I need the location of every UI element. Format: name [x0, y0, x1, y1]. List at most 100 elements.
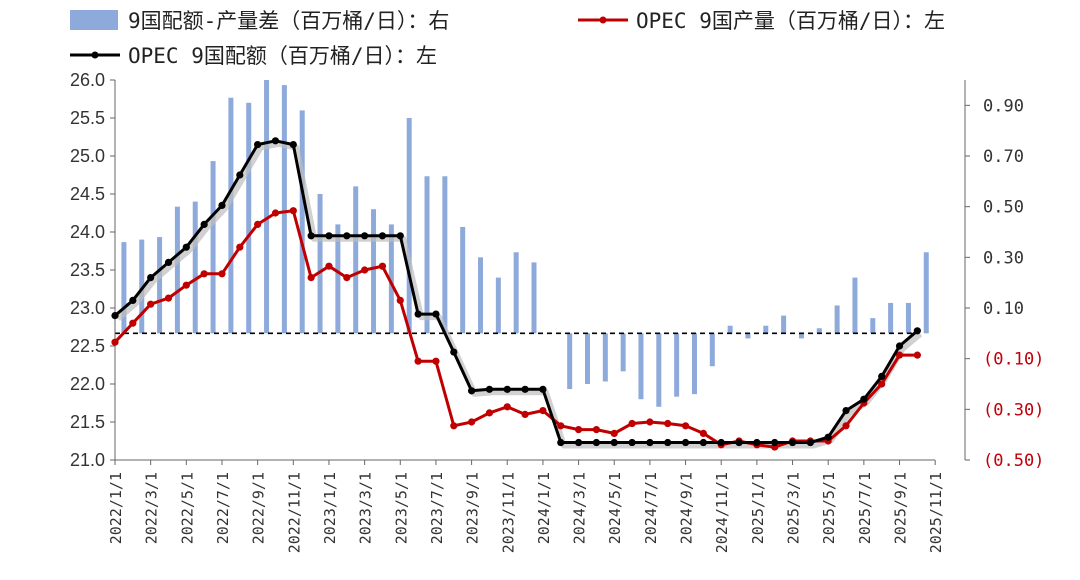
production-point-2022/2: [129, 319, 137, 327]
x-tick-label: 2025/3/1: [785, 472, 803, 544]
bar-gap-2025/10: [923, 252, 929, 334]
production-point-2022/6: [200, 270, 208, 278]
bar-gap-2025/6: [852, 277, 858, 334]
production-point-2023/10: [485, 409, 494, 417]
production-point-2022/10: [271, 209, 280, 217]
x-tick-label: 2025/11/1: [927, 472, 945, 553]
quota-point-2022/8: [236, 171, 244, 179]
x-tick-label: 2025/7/1: [856, 472, 874, 544]
quota-point-2023/12: [521, 385, 529, 393]
right-tick-label: (0.50): [983, 451, 1044, 471]
quota-point-2025/6: [842, 407, 850, 415]
production-point-2022/7: [218, 270, 226, 278]
right-tick-label: 0.30: [983, 248, 1024, 268]
bar-gap-2024/10: [709, 333, 715, 367]
production-point-2022/4: [164, 294, 173, 302]
quota-point-2025/7: [860, 395, 868, 403]
right-tick-label: 0.10: [983, 299, 1024, 319]
quota-point-2023/4: [378, 232, 387, 240]
bar-gap-2024/9: [691, 333, 697, 395]
quota-point-2024/11: [717, 438, 725, 447]
quota-point-2022/3: [147, 274, 155, 282]
bar-gap-2022/10: [281, 85, 287, 334]
production-point-2023/5: [396, 296, 404, 304]
quota-point-2022/10: [271, 137, 280, 145]
quota-point-2023/7: [432, 310, 440, 318]
bar-gap-2022/4: [174, 206, 180, 334]
production-point-2024/6: [628, 419, 636, 428]
production-point-2023/12: [521, 410, 529, 418]
right-tick-label: (0.30): [983, 400, 1044, 420]
quota-point-2023/9: [468, 387, 476, 395]
production-point-2022/5: [182, 281, 190, 289]
left-axis-ticks: 21.0 21.5 22.0 22.5 23.0 23.5 24.0 24.5 25.0 25.5…: [70, 70, 115, 470]
production-point-2024/10: [699, 429, 707, 437]
quota-point-2025/5: [824, 433, 832, 441]
left-tick-label: 25.0: [70, 146, 105, 166]
left-tick-label: 24.0: [70, 222, 105, 242]
bar-gap-2024/5: [620, 333, 626, 372]
bar-gap-2025/5: [834, 305, 840, 334]
quota-point-2024/9: [681, 438, 690, 447]
x-tick-label: 2025/1/1: [749, 472, 767, 544]
quota-point-2023/5: [396, 232, 404, 240]
quota-point-2025/3: [788, 438, 797, 447]
quota-line-shadow: [116, 140, 923, 449]
production-point-2024/2: [557, 422, 565, 430]
bar-gap-2025/3: [798, 333, 804, 339]
bar-gap-2022/9: [264, 80, 270, 334]
production-point-2024/7: [646, 418, 654, 426]
x-tick-label: 2023/5/1: [392, 472, 410, 544]
production-point-2023/1: [325, 262, 333, 270]
bar-gap-2024/6: [638, 333, 644, 400]
bar-gap-2024/3: [584, 333, 590, 384]
production-point-2022/9: [254, 220, 262, 228]
production-point-2022/11: [289, 207, 297, 215]
bar-gap-2022/2: [139, 239, 145, 334]
production-point-2025/9: [895, 351, 904, 359]
bar-gap-2023/10: [495, 277, 501, 334]
bar-series: [121, 80, 929, 407]
x-tick-label: 2022/1/1: [107, 472, 125, 544]
quota-point-2024/8: [664, 438, 672, 447]
x-tick-label: 2022/3/1: [143, 472, 161, 544]
bar-gap-2025/8: [888, 302, 894, 334]
production-point-2025/6: [842, 422, 850, 430]
quota-point-2022/12: [307, 232, 315, 240]
bar-gap-2022/6: [210, 161, 216, 334]
bar-gap-2024/11: [727, 325, 733, 334]
left-tick-label: 21.5: [70, 412, 105, 432]
bar-gap-2022/8: [246, 102, 252, 334]
x-tick-label: 2024/7/1: [642, 472, 660, 544]
x-axis-ticks: 2022/1/1 2022/3/1 2022/5/1 2022/7/1 2022/9/1…: [107, 460, 945, 553]
legend-quota-label: OPEC 9国配额（百万桶/日）：左: [128, 44, 437, 68]
quota-point-2025/9: [895, 342, 904, 350]
bar-gap-2022/3: [157, 237, 163, 334]
quota-point-2023/3: [361, 232, 369, 240]
bar-gap-2023/11: [513, 252, 519, 334]
quota-point-2023/2: [343, 232, 351, 240]
bar-gap-2022/7: [228, 97, 234, 334]
production-point-2022/8: [236, 243, 244, 251]
right-tick-label: 0.50: [983, 198, 1024, 218]
quota-point-2022/2: [129, 296, 137, 304]
quota-point-2022/1: [111, 312, 119, 320]
bar-gap-2025/7: [870, 318, 876, 334]
production-line: [113, 209, 918, 449]
quota-point-2024/5: [610, 438, 618, 447]
quota-point-2024/6: [628, 438, 636, 447]
x-tick-label: 2023/3/1: [357, 472, 375, 544]
production-point-2023/7: [432, 357, 440, 365]
bar-gap-2024/4: [602, 333, 608, 382]
x-tick-label: 2023/1/1: [321, 472, 339, 544]
x-tick-label: 2024/5/1: [606, 472, 624, 544]
x-tick-label: 2022/11/1: [285, 472, 303, 553]
bar-gap-2023/4: [388, 224, 394, 334]
x-tick-label: 2023/9/1: [464, 472, 482, 544]
bar-gap-2025/4: [816, 328, 822, 334]
x-tick-label: 2024/1/1: [535, 472, 553, 544]
production-point-2024/3: [574, 426, 583, 434]
x-tick-label: 2023/7/1: [428, 472, 446, 544]
production-point-2022/1: [111, 338, 119, 346]
production-point-2023/9: [468, 418, 476, 426]
